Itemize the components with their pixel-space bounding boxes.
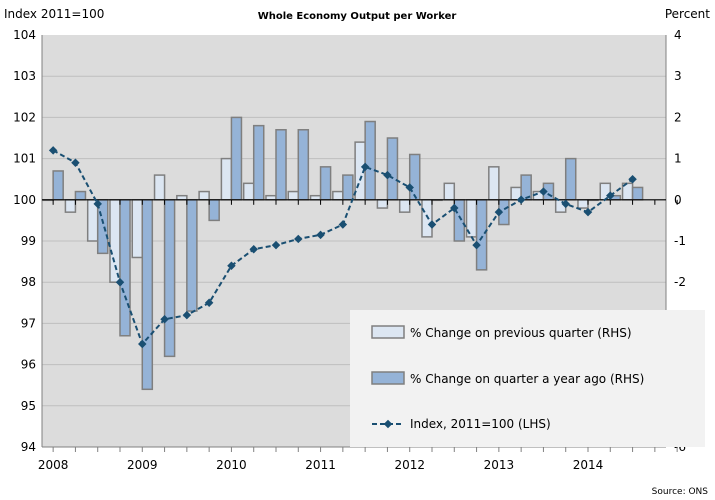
bar-qoq: [242, 182, 255, 201]
bar-yoy: [275, 129, 287, 201]
bar-qoq: [109, 199, 121, 283]
left-tick-label: 99: [21, 234, 36, 248]
right-tick-label: 4: [674, 28, 682, 42]
legend-label-yoy: % Change on quarter a year ago (RHS): [410, 372, 644, 386]
bar-qoq: [220, 157, 233, 201]
legend: % Change on previous quarter (RHS) % Cha…: [350, 310, 705, 447]
index-point: [93, 199, 102, 209]
bar-yoy: [342, 174, 354, 201]
bar-yoy: [364, 120, 376, 201]
index-point: [427, 220, 437, 229]
x-tick-label: 2010: [216, 458, 247, 472]
index-point: [383, 170, 392, 180]
bar-qoq: [443, 182, 456, 201]
index-point: [48, 146, 58, 155]
index-point: [115, 277, 125, 287]
index-point: [294, 234, 303, 244]
x-tick-label: 2008: [38, 458, 69, 472]
index-point: [271, 240, 281, 250]
right-axis-label: Percent: [665, 7, 710, 21]
right-tick-label: 2: [674, 110, 682, 124]
bar-qoq: [398, 199, 411, 213]
bar-qoq: [421, 199, 433, 238]
bar-qoq: [153, 174, 166, 201]
legend-label-qoq: % Change on previous quarter (RHS): [410, 326, 632, 340]
right-tick-label: 0: [674, 193, 682, 207]
bar-qoq: [265, 194, 277, 201]
left-tick-label: 97: [21, 316, 36, 330]
bar-qoq: [131, 199, 144, 259]
legend-label-index: Index, 2011=100 (LHS): [410, 417, 551, 431]
left-tick-label: 95: [21, 399, 36, 413]
bar-yoy: [230, 116, 243, 201]
index-point: [316, 230, 325, 240]
index-point: [227, 261, 236, 270]
index-point: [204, 298, 214, 308]
index-point: [450, 203, 459, 213]
index-point: [360, 162, 370, 172]
x-tick-label: 2012: [394, 458, 425, 472]
bar-yoy: [141, 199, 154, 391]
left-tick-label: 96: [21, 358, 36, 372]
bar-yoy: [163, 199, 176, 358]
bar-qoq: [332, 190, 344, 201]
left-tick-label: 103: [13, 69, 36, 83]
legend-swatch-yoy: [371, 371, 405, 385]
bar-yoy: [208, 199, 220, 222]
x-tick-label: 2009: [127, 458, 158, 472]
left-axis-label: Index 2011=100: [4, 7, 104, 21]
bar-qoq: [488, 166, 500, 201]
bar-qoq: [577, 199, 589, 209]
bar-yoy: [475, 199, 488, 271]
bar-yoy: [74, 190, 87, 201]
left-tick-label: 102: [13, 110, 36, 124]
bar-yoy: [564, 157, 577, 201]
index-point: [138, 339, 147, 349]
left-tick-label: 98: [21, 275, 36, 289]
x-tick-label: 2011: [305, 458, 336, 472]
x-tick-label: 2013: [484, 458, 515, 472]
left-tick-label: 100: [13, 193, 36, 207]
bar-qoq: [309, 194, 322, 201]
right-tick-label: 3: [674, 69, 682, 83]
right-tick-label: 1: [674, 152, 682, 166]
bar-yoy: [386, 137, 399, 201]
x-tick-label: 2014: [573, 458, 604, 472]
bar-yoy: [631, 186, 644, 201]
bar-yoy: [297, 129, 310, 201]
bar-yoy: [119, 199, 131, 337]
right-tick-label: -2: [674, 275, 686, 289]
bar-yoy: [408, 153, 421, 201]
bar-qoq: [376, 199, 389, 209]
bar-yoy: [252, 124, 265, 201]
bar-yoy: [52, 170, 64, 201]
right-tick-label: -1: [674, 234, 686, 248]
bar-qoq: [287, 190, 300, 201]
bar-qoq: [176, 194, 188, 201]
left-tick-label: 101: [13, 152, 36, 166]
index-point: [338, 220, 348, 229]
bar-qoq: [198, 190, 210, 201]
index-point: [71, 158, 80, 167]
source-note: Source: ONS: [652, 487, 709, 497]
legend-swatch-qoq: [371, 325, 405, 339]
index-point: [405, 183, 414, 192]
bar-yoy: [319, 166, 332, 201]
left-tick-label: 104: [13, 28, 36, 42]
index-point: [182, 310, 192, 320]
index-point: [472, 240, 481, 250]
bar-qoq: [64, 199, 77, 213]
index-point: [249, 244, 258, 254]
chart-title: Whole Economy Output per Worker: [258, 11, 457, 22]
bar-yoy: [186, 199, 198, 312]
left-tick-label: 94: [21, 440, 36, 454]
index-point: [160, 315, 169, 324]
index-point: [494, 207, 504, 217]
